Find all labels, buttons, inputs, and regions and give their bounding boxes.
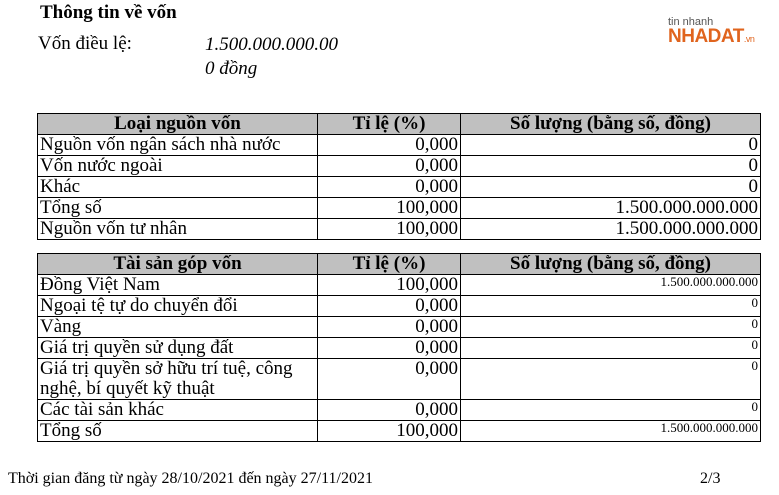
cell-label: Đồng Việt Nam (37, 274, 318, 296)
section-title: Thông tin về vốn (40, 2, 177, 23)
cell-ratio: 100,000 (317, 420, 461, 442)
charter-capital-value: 1.500.000.000.00 0 đồng (205, 33, 338, 81)
cell-ratio: 0,000 (317, 134, 461, 156)
cell-label: Tổng số (37, 197, 318, 219)
table-row: Nguồn vốn ngân sách nhà nước 0,000 0 (37, 134, 761, 156)
cell-ratio: 0,000 (317, 399, 461, 421)
header-ratio: Tỉ lệ (%) (317, 253, 461, 275)
cell-amount: 1.500.000.000.000 (460, 420, 761, 442)
cell-ratio: 0,000 (317, 358, 461, 400)
page-number: 2/3 (700, 470, 721, 487)
header-amount: Số lượng (bằng số, đồng) (460, 113, 761, 135)
cell-label: Nguồn vốn tư nhân (37, 218, 318, 240)
table-row: Tổng số 100,000 1.500.000.000.000 (37, 420, 761, 442)
nhadat-logo: tin nhanh NHADAT.vn (668, 17, 758, 53)
cell-ratio: 0,000 (317, 316, 461, 338)
table-row: Nguồn vốn tư nhân 100,000 1.500.000.000.00… (37, 218, 761, 240)
table-row: Ngoại tệ tự do chuyển đổi 0,000 0 (37, 295, 761, 317)
charter-amount: 1.500.000.000.00 (205, 34, 338, 55)
cell-label: Vốn nước ngoài (37, 155, 318, 177)
table-row: Vốn nước ngoài 0,000 0 (37, 155, 761, 177)
cell-label: Giá trị quyền sử dụng đất (37, 337, 318, 359)
header-asset-type: Tài sản góp vốn (37, 253, 318, 275)
cell-label: Các tài sản khác (37, 399, 318, 421)
cell-label: Vàng (37, 316, 318, 338)
table-header: Loại nguồn vốn Tỉ lệ (%) Số lượng (bằng … (37, 113, 761, 135)
table-header: Tài sản góp vốn Tỉ lệ (%) Số lượng (bằng… (37, 253, 761, 275)
table-row: Đồng Việt Nam 100,000 1.500.000.000.000 (37, 274, 761, 296)
cell-amount: 0 (460, 337, 761, 359)
logo-line1: tin nhanh (668, 16, 714, 28)
cell-ratio: 100,000 (317, 218, 461, 240)
cell-amount: 0 (460, 155, 761, 177)
cell-label: Ngoại tệ tự do chuyển đổi (37, 295, 318, 317)
header-source-type: Loại nguồn vốn (37, 113, 318, 135)
charter-unit: 0 đồng (205, 58, 258, 79)
logo-tld: .vn (743, 34, 755, 44)
cell-ratio: 100,000 (317, 197, 461, 219)
cell-label: Khác (37, 176, 318, 198)
cell-ratio: 0,000 (317, 337, 461, 359)
cell-amount: 1.500.000.000.000 (460, 274, 761, 296)
cell-label: Tổng số (37, 420, 318, 442)
cell-amount: 1.500.000.000.000 (460, 218, 761, 240)
cell-ratio: 0,000 (317, 176, 461, 198)
contributed-assets-table: Tài sản góp vốn Tỉ lệ (%) Số lượng (bằng… (37, 253, 761, 442)
cell-ratio: 100,000 (317, 274, 461, 296)
cell-label: Nguồn vốn ngân sách nhà nước (37, 134, 318, 156)
cell-amount: 0 (460, 316, 761, 338)
charter-capital-label: Vốn điều lệ: (38, 33, 132, 54)
cell-amount: 0 (460, 399, 761, 421)
logo-tagline (668, 48, 758, 53)
table-row: Khác 0,000 0 (37, 176, 761, 198)
table-row: Giá trị quyền sở hữu trí tuệ, công nghệ,… (37, 358, 761, 400)
cell-ratio: 0,000 (317, 155, 461, 177)
cell-ratio: 0,000 (317, 295, 461, 317)
cell-amount: 0 (460, 358, 761, 400)
cell-amount: 1.500.000.000.000 (460, 197, 761, 219)
cell-amount: 0 (460, 134, 761, 156)
posting-period: Thời gian đăng từ ngày 28/10/2021 đến ng… (8, 470, 373, 487)
cell-amount: 0 (460, 295, 761, 317)
cell-label: Giá trị quyền sở hữu trí tuệ, công nghệ,… (37, 358, 318, 400)
header-amount: Số lượng (bằng số, đồng) (460, 253, 761, 275)
table-row: Tổng số 100,000 1.500.000.000.000 (37, 197, 761, 219)
table-row: Vàng 0,000 0 (37, 316, 761, 338)
logo-brand-text: NHADAT (668, 26, 744, 47)
logo-brand: NHADAT.vn (668, 26, 758, 48)
cell-amount: 0 (460, 176, 761, 198)
table-row: Giá trị quyền sử dụng đất 0,000 0 (37, 337, 761, 359)
header-ratio: Tỉ lệ (%) (317, 113, 461, 135)
capital-source-table: Loại nguồn vốn Tỉ lệ (%) Số lượng (bằng … (37, 113, 761, 240)
table-row: Các tài sản khác 0,000 0 (37, 399, 761, 421)
